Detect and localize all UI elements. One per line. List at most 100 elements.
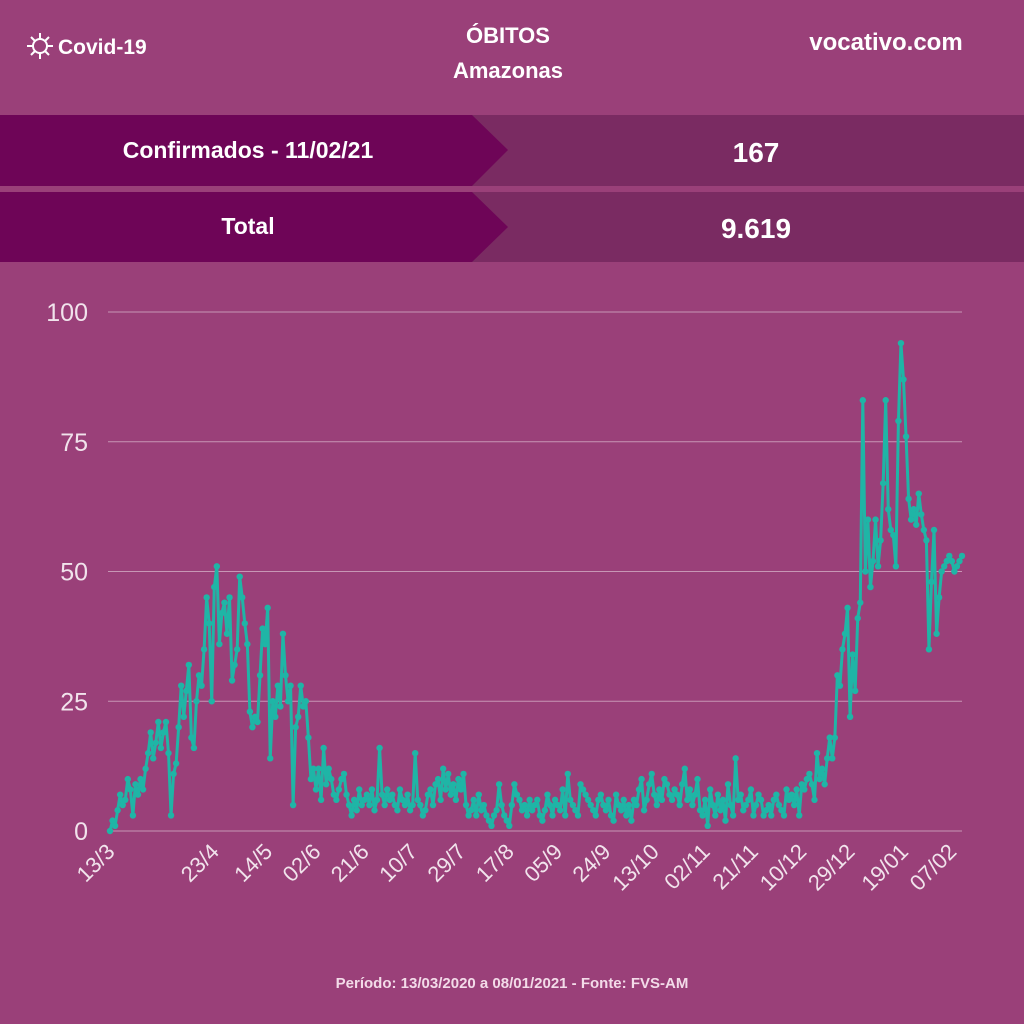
data-point	[864, 516, 872, 523]
data-point	[574, 812, 582, 819]
data-point	[567, 796, 574, 804]
data-point	[300, 703, 307, 710]
data-point	[455, 775, 462, 783]
data-point	[584, 796, 592, 804]
data-point	[478, 807, 485, 814]
data-point	[803, 775, 811, 783]
subtitle: Amazonas	[453, 58, 563, 83]
stat-label: Confirmados - 11/02/21	[123, 137, 374, 163]
data-point	[600, 801, 607, 809]
data-point	[679, 781, 686, 788]
data-point	[826, 734, 833, 741]
data-point	[671, 786, 678, 793]
data-point	[498, 801, 505, 809]
data-point	[493, 807, 500, 814]
data-point	[658, 796, 666, 804]
data-point	[287, 682, 294, 689]
data-point	[274, 682, 282, 689]
data-point	[279, 630, 287, 637]
data-point	[885, 506, 892, 513]
data-point	[816, 775, 823, 783]
data-point	[195, 672, 203, 679]
data-point	[188, 734, 195, 741]
data-point	[445, 770, 452, 778]
data-point	[633, 801, 640, 809]
data-point	[902, 433, 910, 440]
data-point	[411, 749, 419, 757]
data-point	[203, 594, 210, 601]
data-point	[523, 812, 531, 819]
data-point	[661, 775, 668, 783]
data-point	[595, 796, 602, 804]
data-point	[892, 563, 900, 570]
data-point	[630, 796, 638, 804]
data-point	[900, 376, 907, 383]
data-point	[282, 672, 289, 679]
data-point	[513, 791, 521, 798]
data-point	[597, 791, 605, 798]
data-point	[579, 786, 587, 793]
data-point	[638, 775, 645, 783]
data-point	[480, 801, 488, 809]
data-point	[676, 801, 683, 809]
data-point	[752, 801, 760, 809]
data-point	[198, 682, 205, 689]
data-point	[618, 807, 625, 814]
data-point	[485, 817, 493, 824]
data-point	[943, 557, 950, 565]
data-point	[429, 801, 437, 809]
data-point	[546, 801, 554, 809]
data-point	[915, 490, 922, 497]
data-point	[872, 516, 879, 523]
data-point	[150, 755, 157, 762]
data-point	[175, 724, 182, 731]
data-point	[432, 781, 439, 788]
data-point	[231, 661, 238, 669]
data-point	[417, 801, 424, 809]
data-point	[490, 812, 498, 819]
data-point	[200, 646, 208, 653]
data-point	[747, 786, 755, 793]
data-point	[536, 812, 544, 819]
data-point	[587, 801, 594, 809]
data-point	[167, 812, 175, 819]
data-point	[190, 744, 198, 752]
data-point	[935, 594, 943, 601]
data-point	[137, 775, 144, 783]
data-point	[396, 786, 404, 793]
data-point	[770, 796, 777, 804]
data-point	[620, 796, 627, 804]
data-point	[910, 506, 917, 513]
data-point	[607, 812, 615, 819]
data-point	[930, 526, 938, 534]
data-point	[160, 729, 167, 736]
data-point	[193, 698, 200, 705]
data-point	[228, 677, 236, 684]
data-point	[592, 812, 599, 819]
data-point	[317, 796, 325, 804]
data-point	[506, 822, 513, 830]
data-point	[384, 786, 391, 793]
data-point	[531, 801, 538, 809]
data-point	[521, 801, 528, 809]
data-point	[401, 801, 409, 809]
data-point	[249, 724, 256, 731]
data-point	[467, 807, 475, 814]
data-point	[549, 812, 556, 819]
data-point	[696, 807, 704, 814]
data-point	[109, 817, 116, 824]
data-point	[216, 640, 223, 648]
data-point	[183, 687, 190, 695]
data-point	[757, 796, 765, 804]
data-point	[106, 827, 114, 835]
data-point	[409, 801, 416, 809]
title: ÓBITOS	[466, 23, 550, 48]
data-point	[447, 791, 454, 798]
data-point	[628, 817, 635, 824]
data-point	[335, 786, 343, 793]
data-point	[389, 791, 396, 798]
y-tick-label: 50	[60, 559, 88, 587]
data-point	[734, 796, 742, 804]
data-point	[879, 480, 887, 487]
